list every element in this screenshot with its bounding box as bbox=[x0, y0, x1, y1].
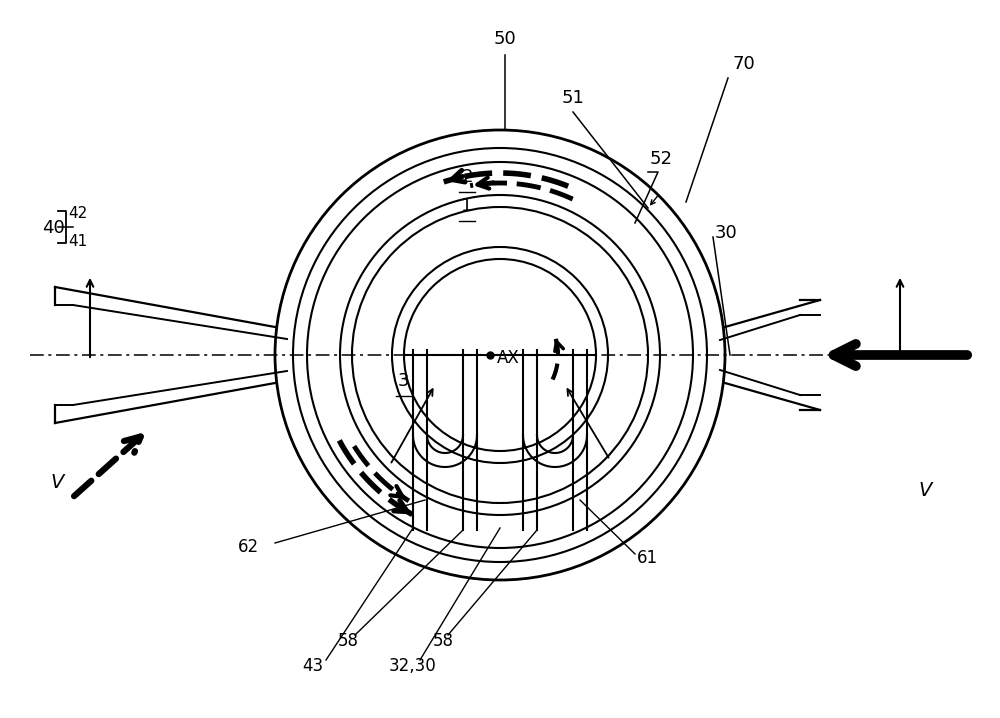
Text: V: V bbox=[918, 480, 932, 500]
Text: 61: 61 bbox=[636, 549, 658, 567]
Text: 41: 41 bbox=[68, 233, 87, 248]
Text: 58: 58 bbox=[432, 632, 454, 650]
Text: 62: 62 bbox=[237, 538, 259, 556]
Text: V: V bbox=[50, 473, 64, 493]
Text: 30: 30 bbox=[715, 224, 738, 242]
Text: 3: 3 bbox=[397, 372, 409, 390]
Text: 42: 42 bbox=[68, 205, 87, 220]
Text: 32,30: 32,30 bbox=[389, 657, 437, 675]
Text: 2: 2 bbox=[461, 168, 473, 186]
Text: 58: 58 bbox=[338, 632, 358, 650]
Text: 43: 43 bbox=[302, 657, 324, 675]
Text: 1: 1 bbox=[461, 197, 473, 215]
Text: 52: 52 bbox=[650, 150, 673, 168]
Text: 40: 40 bbox=[42, 219, 65, 237]
Text: 50: 50 bbox=[494, 30, 516, 48]
Text: 70: 70 bbox=[733, 55, 756, 73]
Text: 51: 51 bbox=[562, 89, 584, 107]
Text: AX: AX bbox=[497, 349, 520, 367]
